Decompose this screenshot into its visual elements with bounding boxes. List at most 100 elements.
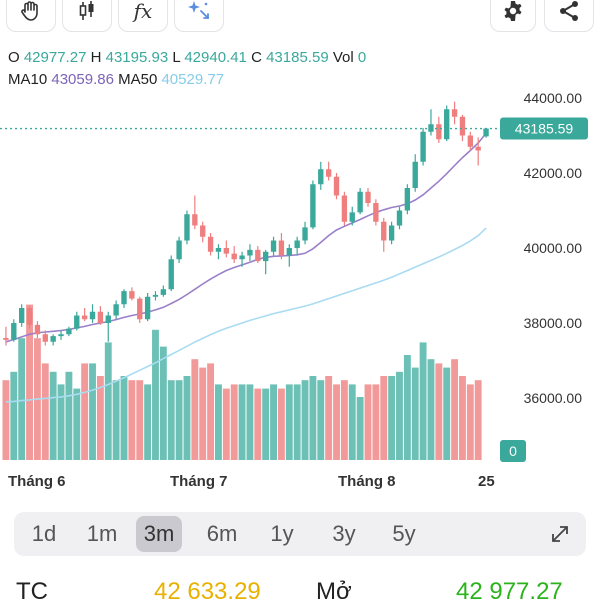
price-chart[interactable]: 43185.59 44000.00 42000.00 40000.00 38000.00…	[0, 0, 600, 500]
candle	[381, 218, 387, 252]
x-tick-label: Tháng 7	[170, 473, 228, 490]
volume-bar	[333, 384, 340, 460]
ma50-line	[5, 227, 487, 403]
candle	[34, 321, 41, 338]
candle	[428, 109, 434, 136]
candle	[444, 105, 450, 142]
candle	[81, 308, 88, 322]
candle	[333, 173, 340, 200]
candle	[129, 287, 135, 301]
volume-bar	[403, 355, 411, 460]
x-tick-label: 25	[478, 473, 495, 490]
volume-value: 0	[357, 49, 367, 66]
ai-tool-button[interactable]	[174, 0, 224, 32]
candle	[200, 221, 206, 243]
candle	[310, 180, 316, 230]
ref-value: 42 633.29	[154, 578, 261, 605]
volume-bar	[10, 371, 18, 460]
current-price-tag: 43185.59	[500, 117, 588, 140]
x-tick-label: Tháng 6	[8, 473, 66, 490]
volume-bar	[474, 380, 482, 460]
ref-label: TC	[16, 578, 48, 605]
volume-bar	[183, 376, 191, 460]
y-tick-label: 42000.00	[524, 165, 583, 181]
fullscreen-button[interactable]	[540, 516, 580, 552]
close-value: 43185.59	[266, 49, 329, 66]
volume-bar	[285, 384, 293, 460]
candle	[144, 293, 151, 322]
range-3y-button[interactable]: 3y	[332, 521, 356, 546]
range-1m-button[interactable]: 1m	[86, 521, 118, 546]
low-label: L	[172, 49, 181, 66]
volume-tag: 0	[500, 440, 526, 462]
volume-bar	[65, 371, 73, 460]
range-3m-button[interactable]: 3m	[136, 516, 182, 552]
candle	[294, 236, 300, 256]
volume-bar	[325, 376, 333, 460]
open-label: O	[8, 49, 20, 66]
range-5y-button[interactable]: 5y	[392, 521, 416, 546]
volume-bar	[222, 388, 230, 460]
candle	[286, 244, 292, 267]
candle	[184, 210, 190, 245]
candle	[160, 285, 167, 297]
candle	[255, 246, 261, 263]
volume-bar	[215, 384, 222, 460]
candle	[152, 291, 159, 301]
candle	[459, 114, 466, 142]
share-icon	[560, 1, 578, 21]
candle	[404, 184, 411, 215]
volume-bar	[112, 380, 120, 460]
volume-bar	[144, 384, 152, 460]
volume-bar	[254, 388, 262, 460]
candle	[19, 304, 25, 327]
sparkle-icon	[188, 1, 209, 19]
candle	[223, 240, 229, 258]
candle-type-button[interactable]	[62, 0, 112, 32]
volume-bar	[207, 363, 215, 460]
ma50-label: MA50	[118, 71, 158, 88]
volume-bar	[246, 384, 254, 460]
candle	[192, 195, 198, 230]
range-1y-button[interactable]: 1y	[270, 521, 294, 546]
y-tick-label: 38000.00	[524, 315, 583, 331]
volume-bar	[356, 397, 364, 460]
open-stat-label: Mở	[316, 578, 352, 605]
indicators-button[interactable]: fx	[118, 0, 168, 32]
range-6m-button[interactable]: 6m	[206, 521, 238, 546]
volume-bar	[2, 380, 10, 460]
candle	[50, 334, 56, 346]
candle	[26, 306, 33, 329]
volume-bar	[309, 376, 317, 460]
ma10-value: 43059.86	[51, 71, 114, 88]
candle	[325, 161, 332, 181]
volume-bar	[427, 359, 435, 460]
range-selector: 1d 1m 3m 6m 1y 3y 5y	[14, 512, 586, 556]
candle	[475, 137, 481, 166]
volume-bar	[277, 388, 285, 460]
ma-legend: MA10 43059.86 MA50 40529.77	[8, 71, 224, 88]
candle	[11, 319, 17, 342]
volume-bar	[372, 384, 380, 460]
candle	[270, 236, 277, 256]
volume-bar	[411, 367, 419, 460]
candle	[137, 296, 143, 323]
volume-bar	[89, 363, 96, 460]
hand-tool-button[interactable]	[6, 0, 56, 32]
expand-icon	[552, 526, 568, 542]
volume-bar	[120, 376, 128, 460]
volume-bar	[466, 384, 474, 460]
volume-bar	[459, 376, 466, 460]
candle	[97, 306, 104, 325]
share-button[interactable]	[544, 0, 594, 32]
volume-bar	[238, 384, 246, 460]
volume-bar	[26, 304, 33, 460]
range-1d-button[interactable]: 1d	[31, 521, 57, 546]
volume-bar	[419, 342, 427, 460]
stats-row: TC 42 633.29 Mở 42 977.27	[0, 578, 600, 608]
candle	[239, 251, 245, 267]
settings-button[interactable]	[490, 0, 536, 32]
volume-bar	[451, 359, 459, 460]
ohlc-legend: O 42977.27 H 43195.93 L 42940.41 C 43185…	[8, 49, 366, 66]
candle	[396, 206, 403, 230]
